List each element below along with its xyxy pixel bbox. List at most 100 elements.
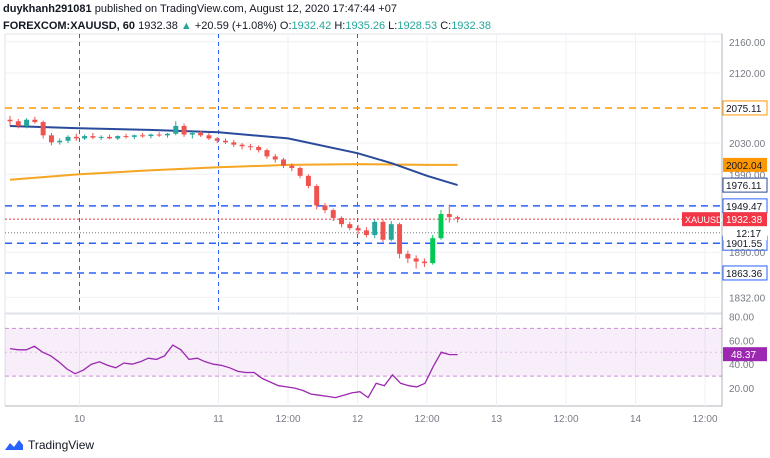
candle-body [90, 136, 96, 138]
candle-body [32, 119, 38, 123]
low-value: 1928.53 [397, 20, 438, 32]
price-tick-label: 2160.00 [729, 38, 766, 49]
candle-body [7, 119, 13, 122]
rsi-value-label: 48.37 [731, 350, 756, 361]
candle-body [256, 147, 262, 151]
change-value: +20.59 (+1.08%) [194, 20, 277, 32]
candle-body [15, 121, 21, 126]
candle-body [231, 142, 237, 145]
countdown-label: 12:17 [736, 229, 761, 240]
candle-body [455, 217, 461, 219]
change-up-icon: ▲ [180, 20, 192, 32]
rsi-tick-label: 40.00 [729, 360, 754, 371]
candle-body [405, 253, 411, 259]
close-value: 1932.38 [451, 20, 491, 32]
countdown-box [723, 227, 767, 241]
price-tag-label: 2002.04 [726, 161, 763, 172]
last-price: 1932.38 [138, 20, 178, 32]
candle-body [73, 136, 79, 139]
candle-body [446, 214, 452, 218]
candle-body [189, 132, 195, 135]
candle-body [289, 165, 295, 169]
candle-body [156, 134, 162, 136]
tradingview-brand[interactable]: TradingView [28, 438, 95, 452]
rsi-band [5, 328, 722, 377]
candle-body [388, 224, 394, 240]
symbol-label[interactable]: FOREXCOM:XAUUSD, 60 [3, 20, 136, 32]
candle-body [82, 136, 88, 139]
candle-body [131, 135, 137, 137]
time-tick-label: 12:00 [414, 414, 439, 425]
candle-body [305, 175, 311, 186]
price-tag-label: 1976.11 [726, 181, 762, 192]
high-value: 1935.26 [345, 20, 386, 32]
time-tick-label: 11 [213, 414, 224, 425]
low-label: L: [388, 20, 398, 32]
price-tag-label: 2075.11 [726, 104, 762, 115]
rsi-tick-label: 60.00 [729, 336, 754, 347]
candle-body [430, 238, 436, 264]
price-tick-label: 2030.00 [729, 139, 766, 150]
candle-body [115, 136, 121, 139]
price-pane [4, 33, 723, 314]
ohlc-legend: FOREXCOM:XAUUSD, 60 1932.38 ▲ +20.59 (+1… [3, 19, 763, 33]
time-tick-label: 12:00 [692, 414, 717, 425]
candle-body [57, 140, 63, 143]
candle-body [355, 228, 361, 231]
price-tag-box [723, 157, 767, 172]
candle-body [272, 156, 278, 160]
price-tick-label: 1832.00 [729, 293, 766, 304]
candle-body [372, 221, 378, 236]
candle-body [297, 168, 303, 176]
publish-info: duykhanh291081 published on TradingView.… [3, 2, 763, 16]
candle-body [106, 136, 112, 139]
candle-body [181, 125, 187, 135]
high-label: H: [334, 20, 346, 32]
price-tag-box [723, 212, 767, 227]
price-tag-box [722, 177, 768, 193]
candle-body [65, 136, 71, 141]
sma-fast-line [9, 163, 458, 181]
candle-body [223, 140, 228, 143]
candle-body [397, 224, 403, 254]
candle-body [140, 135, 146, 137]
rsi-tick-label: 20.00 [729, 384, 754, 395]
time-tick-label: 12:00 [553, 414, 578, 425]
candle-body [247, 146, 253, 148]
candle-body [214, 138, 220, 141]
price-chart[interactable]: 2160.00 2120.00 2075.11 2030.00 2002.041990.… [0, 0, 770, 434]
price-tag-box [722, 100, 768, 116]
symbol-tag-box [682, 212, 720, 227]
rsi-value-box [723, 347, 767, 362]
author-name[interactable]: duykhanh291081 [3, 3, 92, 15]
price-tick-label: 1990.00 [729, 170, 766, 181]
price-tag-label: 1901.55 [726, 239, 763, 250]
time-tick-label: 10 [74, 414, 86, 425]
chart-header: duykhanh291081 published on TradingView.… [3, 2, 763, 34]
candle-body [281, 159, 287, 166]
candle-body [198, 132, 204, 136]
candle-body [40, 122, 46, 136]
candle-body [24, 119, 30, 126]
candle-body [380, 221, 386, 240]
candle-body [339, 217, 345, 225]
candle-body [264, 150, 270, 157]
candle-body [330, 210, 336, 218]
candle-body [164, 133, 170, 136]
candle-body [148, 134, 154, 137]
time-tick-label: 12 [352, 414, 364, 425]
candle-body [322, 205, 328, 211]
price-tag-label: 1949.47 [726, 202, 763, 213]
sma-slow-line [9, 125, 458, 187]
open-label: O: [279, 20, 292, 32]
price-tick-label: 2120.00 [729, 69, 766, 80]
candle-body [347, 224, 353, 229]
tradingview-logo-icon[interactable] [4, 438, 24, 452]
candle-body [421, 261, 427, 264]
candle-body [98, 136, 104, 138]
candle-body [239, 144, 245, 147]
time-tick-label: 12:00 [275, 414, 300, 425]
price-tag-box [722, 265, 768, 281]
candle-body [48, 135, 54, 143]
rsi-pane [4, 313, 723, 407]
